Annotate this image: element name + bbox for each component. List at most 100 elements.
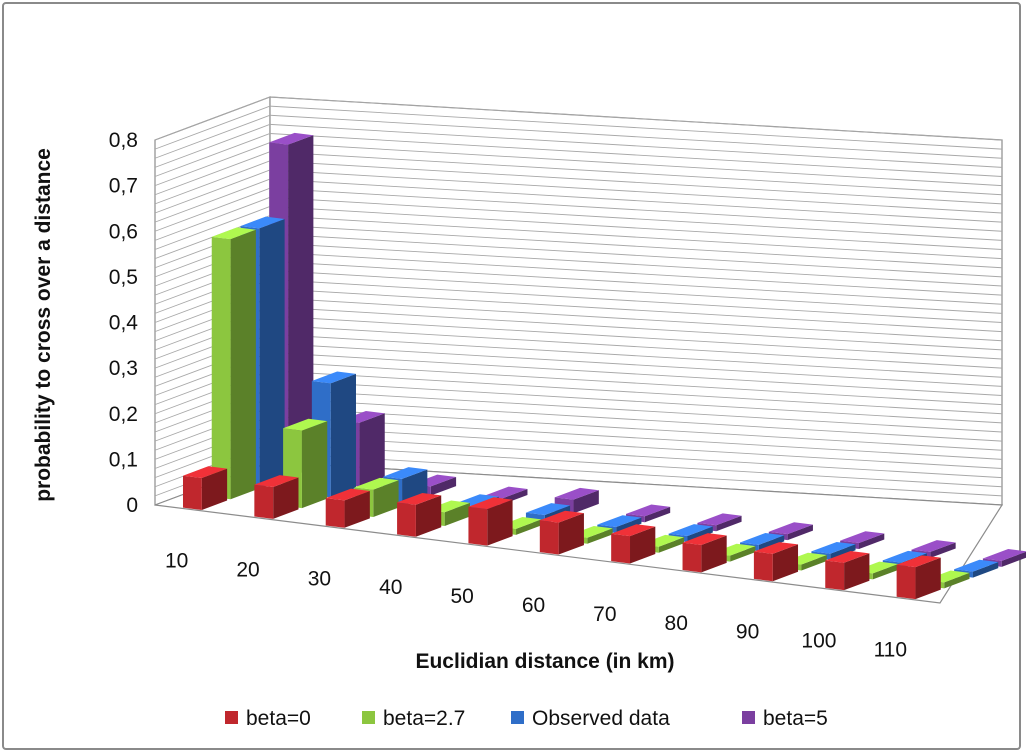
bar-top <box>682 533 727 545</box>
bar-side <box>444 502 470 526</box>
bar-side <box>273 477 299 519</box>
bar-front <box>254 484 274 519</box>
bar <box>254 475 299 519</box>
y-tick-label: 0,1 <box>109 448 138 471</box>
bar-top <box>283 418 328 431</box>
bar-side <box>301 421 328 509</box>
bar-side <box>972 562 999 578</box>
bar-side <box>1001 551 1026 567</box>
bar-top <box>668 524 713 536</box>
bar-top <box>626 504 671 517</box>
bar-front <box>825 560 845 591</box>
bar-front <box>896 564 916 600</box>
y-axis-ticks: 0 0,1 0,2 0,3 0,4 0,5 0,6 0,7 0,8 <box>109 129 139 517</box>
bar-front <box>211 236 231 500</box>
bar-side <box>630 526 656 564</box>
bar-side <box>915 557 941 600</box>
x-tick-label: 110 <box>874 639 907 662</box>
bar-top <box>740 533 785 545</box>
bars <box>182 132 1026 600</box>
gridline <box>154 133 1003 177</box>
x-tick-label: 60 <box>522 594 545 617</box>
bar-front <box>397 502 416 537</box>
bar-side <box>330 373 356 498</box>
bar-top <box>354 477 399 490</box>
bar-top <box>254 475 299 487</box>
bar-side <box>930 542 956 558</box>
bar-top <box>539 510 584 523</box>
bar-top <box>697 513 742 526</box>
bar-side <box>658 537 685 553</box>
bar-side <box>230 229 256 500</box>
bar-side <box>772 544 799 582</box>
bar-side <box>558 513 584 555</box>
bar-front <box>753 551 773 582</box>
legend: beta=0 beta=2.7 Observed data beta=5 <box>225 707 828 730</box>
y-tick-label: 0,8 <box>109 129 138 152</box>
bar-top <box>269 132 314 145</box>
y-tick-label: 0 <box>126 494 138 517</box>
bar <box>397 492 442 537</box>
x-tick-label: 70 <box>593 603 616 626</box>
x-tick-label: 40 <box>379 576 402 599</box>
y-tick-label: 0,6 <box>109 220 138 243</box>
y-tick-label: 0,2 <box>109 403 138 426</box>
legend-label: beta=0 <box>246 707 311 730</box>
x-tick-label: 90 <box>736 621 759 644</box>
gridline <box>154 114 1003 159</box>
bar-side <box>758 535 785 551</box>
bar-top <box>182 466 228 479</box>
bar-side <box>516 519 542 535</box>
y-tick-label: 0,4 <box>109 312 139 335</box>
x-tick-label: 30 <box>308 567 331 590</box>
bar-side <box>415 495 442 537</box>
gridline <box>154 105 1003 150</box>
legend-item: beta=0 <box>225 707 311 730</box>
bar-side <box>687 526 713 542</box>
legend-swatch <box>225 711 238 724</box>
legend-swatch <box>362 711 375 724</box>
bar-top <box>383 467 428 479</box>
legend-item: beta=5 <box>742 707 828 730</box>
bar-top <box>911 540 956 552</box>
bar <box>825 550 870 591</box>
bar-top <box>753 542 799 554</box>
bar-top <box>811 541 856 554</box>
bar <box>182 466 228 510</box>
bar <box>539 510 584 555</box>
x-tick-label: 10 <box>165 549 188 572</box>
bar-front <box>611 533 631 564</box>
legend-swatch <box>742 711 755 724</box>
legend-label: beta=5 <box>763 707 828 730</box>
bar-top <box>954 559 999 572</box>
bar-side <box>288 135 314 478</box>
bar-top <box>768 522 813 535</box>
gridline <box>154 96 1003 141</box>
bar-top <box>311 371 356 384</box>
bar-side <box>944 572 970 589</box>
bar-side <box>830 544 856 560</box>
legend-item: Observed data <box>511 707 670 730</box>
bar-front <box>682 542 702 573</box>
bar <box>468 497 513 546</box>
bar-top <box>483 486 528 499</box>
bar-side <box>359 413 385 487</box>
bar-side <box>573 490 599 514</box>
bar-side <box>730 546 756 562</box>
bar-top <box>554 487 599 500</box>
bar-front <box>325 498 345 528</box>
bar-top <box>397 492 442 505</box>
bar-top <box>597 515 642 528</box>
bar-side <box>701 535 727 573</box>
x-axis-label: Euclidian distance (in km) <box>415 650 674 673</box>
x-axis-ticks: 10 20 30 40 50 60 70 80 90 100 110 <box>165 549 907 661</box>
bar-front <box>182 475 202 510</box>
y-tick-label: 0,7 <box>109 175 138 198</box>
bar-side <box>844 553 870 591</box>
x-tick-label: 100 <box>801 630 836 653</box>
x-tick-label: 20 <box>236 558 259 581</box>
x-tick-label: 50 <box>450 585 473 608</box>
bar-front <box>468 506 488 546</box>
bar-side <box>616 517 642 534</box>
